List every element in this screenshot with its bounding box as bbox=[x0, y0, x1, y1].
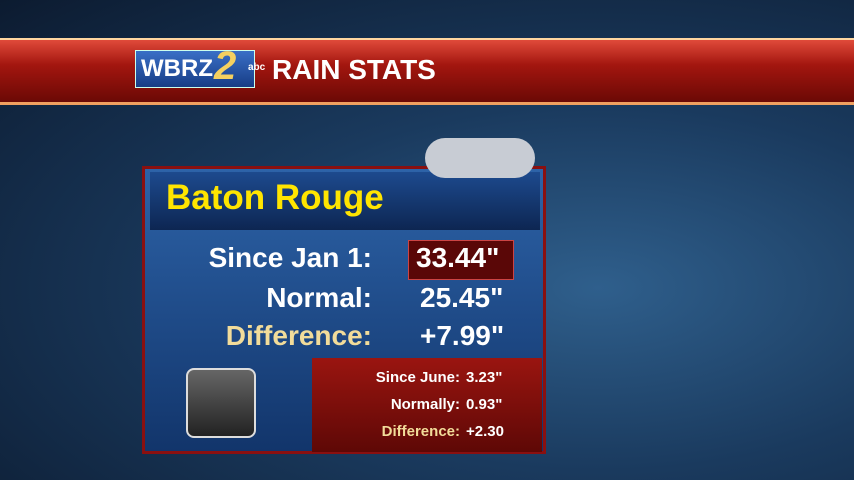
channel: 2 bbox=[214, 44, 237, 88]
header-title: RAIN STATS bbox=[272, 54, 436, 85]
row-value: 33.44" bbox=[416, 242, 500, 273]
monthly-label: Difference: bbox=[381, 423, 460, 440]
panel-title-band bbox=[150, 172, 540, 230]
monthly-value: +2.30 bbox=[466, 423, 504, 440]
monthly-value: 3.23" bbox=[466, 369, 503, 386]
row-label: Normal: bbox=[266, 282, 372, 313]
row-label: Difference: bbox=[225, 320, 372, 351]
monthly-label: Since June: bbox=[375, 369, 460, 386]
row-label: Since Jan 1: bbox=[208, 242, 372, 273]
value-highlight bbox=[408, 240, 514, 280]
network: abc bbox=[248, 62, 266, 73]
monthly-label: Normally: bbox=[390, 396, 460, 413]
row-value: +7.99" bbox=[420, 320, 505, 351]
monthly-value: 0.93" bbox=[466, 396, 503, 413]
panel-title: Baton Rouge bbox=[166, 178, 384, 217]
logo-text: WBRZ bbox=[141, 55, 213, 82]
rain-icon bbox=[186, 368, 256, 438]
cloud-icon bbox=[425, 138, 535, 178]
logo bbox=[135, 50, 255, 88]
row-value: 25.45" bbox=[420, 282, 504, 313]
monthly-box bbox=[312, 358, 542, 452]
